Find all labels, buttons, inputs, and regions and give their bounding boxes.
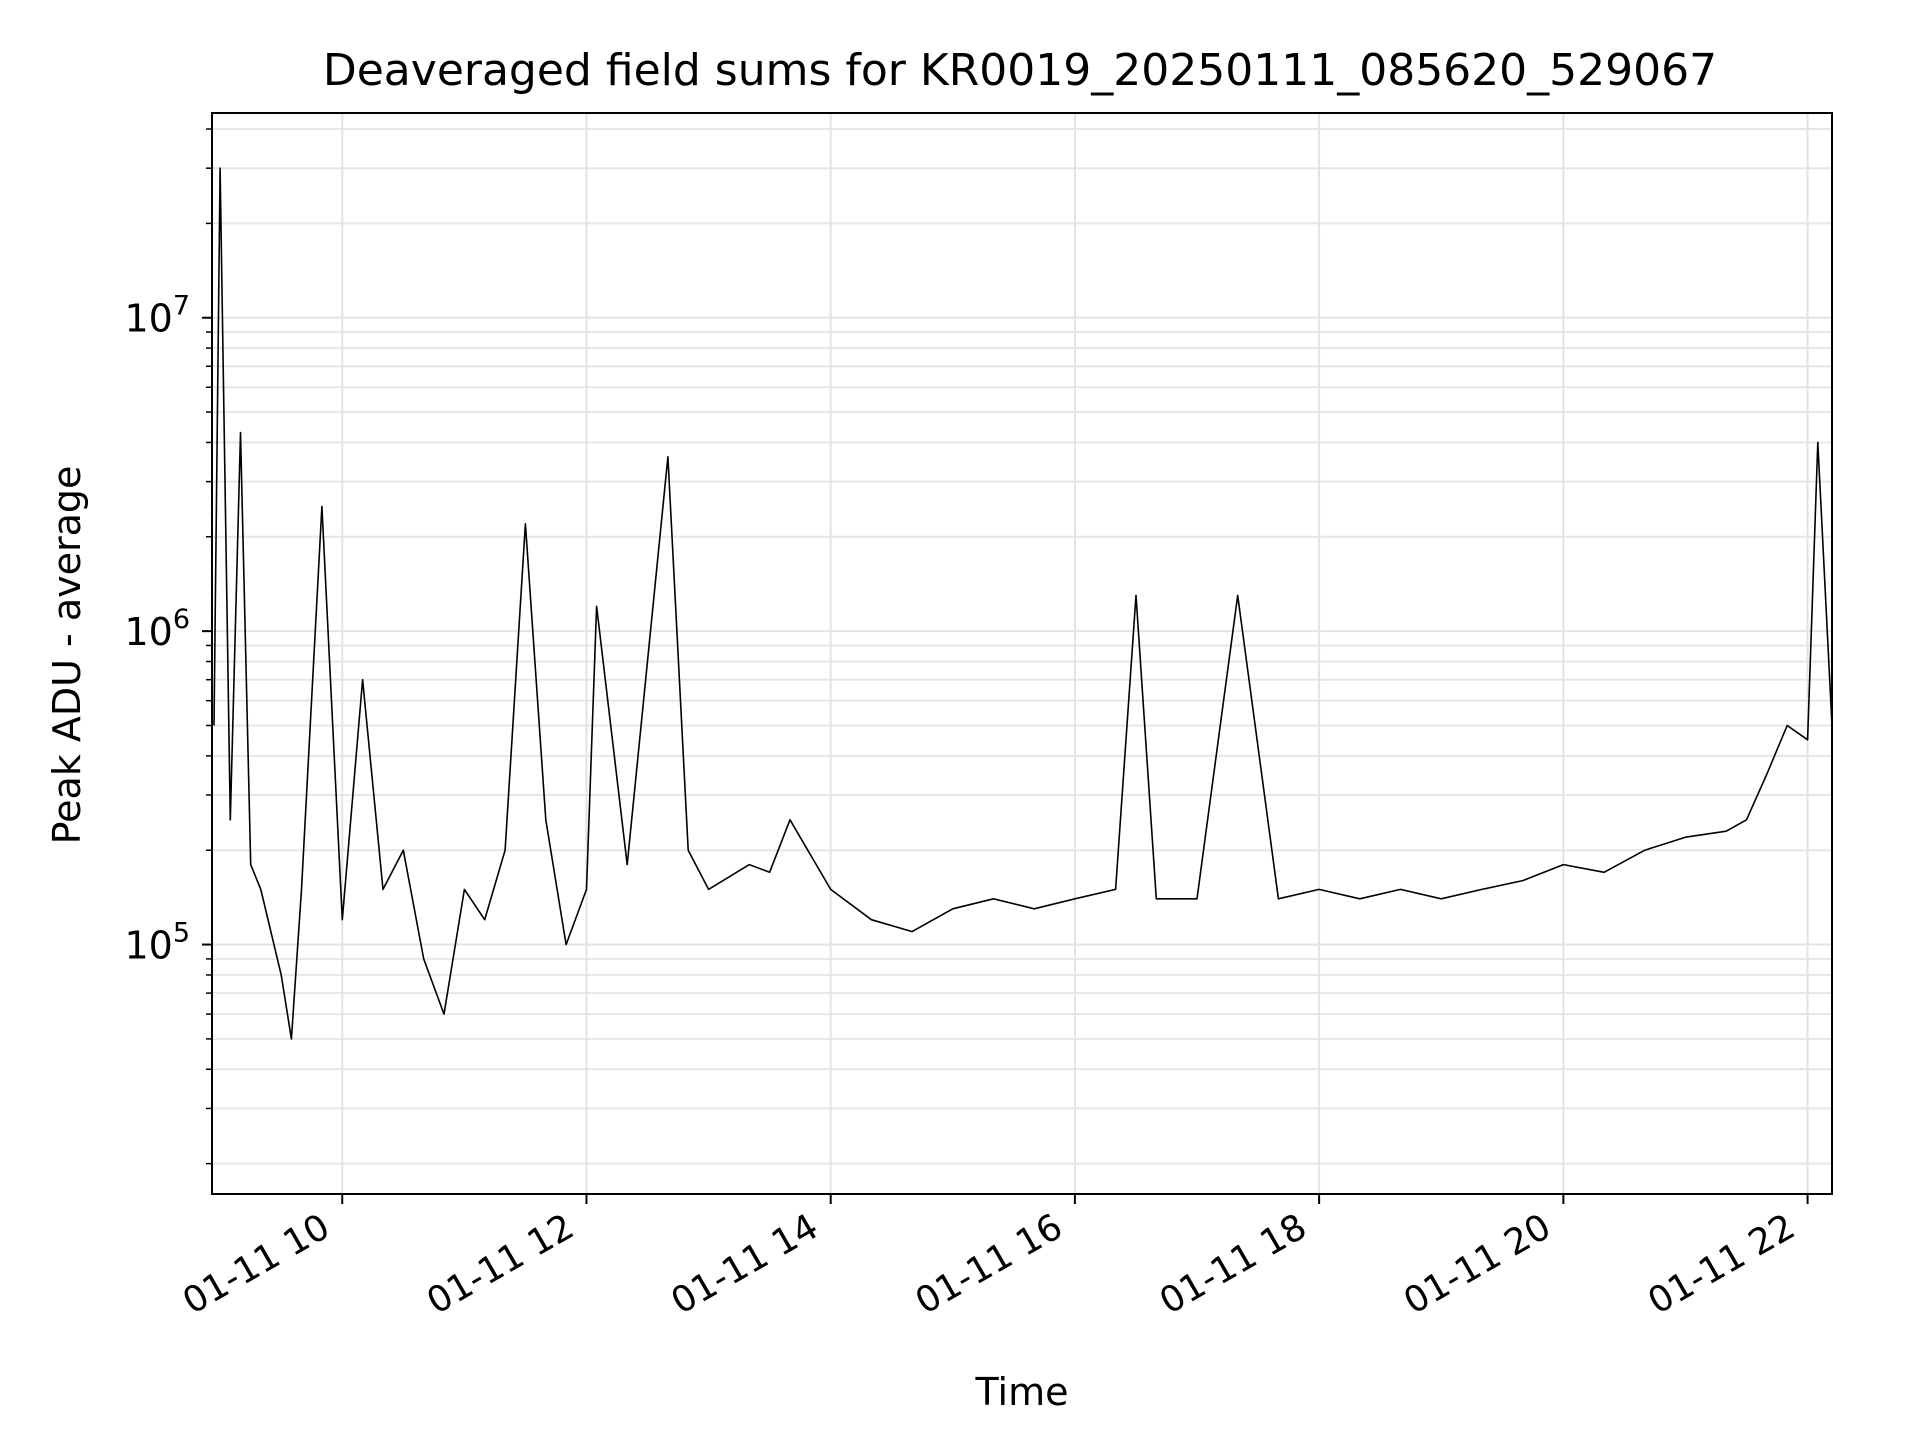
plot-frame (211, 112, 1833, 1195)
series-group (213, 167, 1833, 1040)
chart-title: Deaveraged field sums for KR0019_2025011… (323, 45, 1717, 96)
grid (212, 113, 1832, 1194)
x-axis-label: Time (975, 1370, 1069, 1414)
y-axis-label: Peak ADU - average (45, 466, 89, 845)
y-tick-label: 106 (124, 604, 190, 654)
y-tick-label: 105 (124, 918, 190, 968)
series-line (213, 167, 1833, 1040)
y-tick-label: 107 (124, 291, 190, 341)
